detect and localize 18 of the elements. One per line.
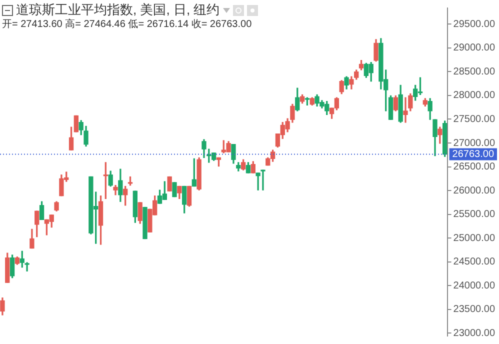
y-tick-label: 28000.00 bbox=[453, 90, 496, 102]
y-tick-label: 25500.00 bbox=[453, 209, 496, 220]
y-tick-label: 27000.00 bbox=[453, 138, 496, 149]
y-tick-label: 26000.00 bbox=[453, 185, 496, 196]
text: 开= 27413.60 高= 27464.46 低= 26716.14 收= 26763.00 bbox=[2, 18, 252, 31]
chart-title: 道琼斯工业平均指数, 美国, 日, 纽约 bbox=[16, 1, 220, 18]
y-tick-label: 24500.00 bbox=[453, 256, 496, 268]
y-tick-label: 24000.00 bbox=[453, 280, 496, 292]
y-tick-label: 26500.00 bbox=[453, 162, 496, 173]
ref-line-label: 26763.00 bbox=[452, 149, 494, 160]
y-tick-label: 23500.00 bbox=[453, 304, 496, 316]
y-tick-label: 23000.00 bbox=[453, 328, 496, 339]
y-tick-label: 29000.00 bbox=[453, 42, 496, 54]
y-tick-label: 25000.00 bbox=[453, 232, 496, 244]
y-tick-label: 28500.00 bbox=[453, 66, 496, 78]
y-tick-label: 29500.00 bbox=[453, 18, 496, 30]
candlestick bbox=[256, 172, 260, 190]
y-tick-label: 27500.00 bbox=[453, 114, 496, 125]
